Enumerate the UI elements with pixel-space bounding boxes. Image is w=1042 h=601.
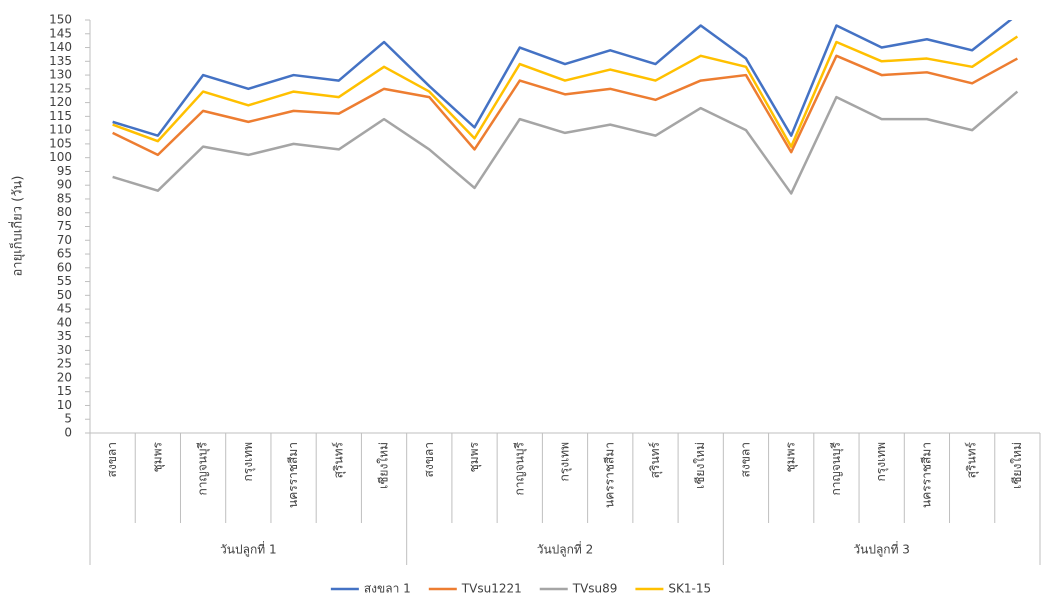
y-tick-label: 55	[57, 274, 72, 288]
x-tick-label: นครราชสีมา	[919, 442, 933, 508]
x-tick-label: นครราชสีมา	[603, 442, 617, 508]
y-tick-label: 60	[57, 260, 72, 274]
y-tick-label: 120	[49, 95, 72, 109]
y-tick-label: 100	[49, 150, 72, 164]
series-line	[112, 90, 1019, 195]
x-tick-label: สงขลา	[422, 442, 436, 477]
x-tick-label: เชียงใหม่	[693, 442, 707, 489]
x-tick-label: กรุงเทพ	[558, 442, 573, 482]
y-tick-label: 40	[57, 315, 72, 329]
y-tick-label: 85	[57, 191, 72, 205]
legend-item: SK1-15	[635, 582, 711, 596]
y-axis-label: อายุเก็บเกี่ยว (วัน)	[8, 176, 26, 277]
legend-label: SK1-15	[668, 582, 711, 596]
y-tick-label: 145	[49, 26, 72, 40]
y-tick-label: 140	[49, 40, 72, 54]
y-tick-label: 110	[49, 123, 72, 137]
x-tick-label: กาญจนบุรี	[512, 441, 527, 495]
y-tick-label: 45	[57, 302, 72, 316]
y-tick-label: 15	[57, 384, 72, 398]
legend-label: TVsu1221	[461, 582, 522, 596]
y-tick-label: 125	[49, 81, 72, 95]
x-tick-label: ชุมพร	[467, 441, 482, 472]
x-tick-label: เชียงใหม่	[377, 442, 391, 489]
x-tick-label: สุรินทร์	[648, 441, 663, 478]
y-tick-label: 95	[57, 164, 72, 178]
legend-label: TVsu89	[572, 582, 618, 596]
x-tick-label: กาญจนบุรี	[829, 441, 844, 495]
y-tick-label: 0	[64, 426, 72, 440]
y-tick-label: 30	[57, 343, 72, 357]
y-tick-label: 90	[57, 178, 72, 192]
group-label: วันปลูกที่ 2	[537, 541, 594, 558]
y-tick-label: 150	[49, 13, 72, 27]
y-tick-label: 70	[57, 233, 72, 247]
series-line	[112, 35, 1019, 148]
legend-item: TVsu1221	[428, 582, 522, 596]
legend-label: สงขลา 1	[364, 582, 411, 596]
y-tick-label: 50	[57, 288, 72, 302]
y-tick-label: 20	[57, 370, 72, 384]
group-label: วันปลูกที่ 3	[853, 541, 910, 558]
x-tick-label: ชุมพร	[784, 441, 799, 472]
y-tick-label: 25	[57, 357, 72, 371]
x-tick-label: สุรินทร์	[965, 441, 980, 478]
y-tick-label: 135	[49, 54, 72, 68]
y-tick-label: 35	[57, 329, 72, 343]
y-tick-label: 105	[49, 136, 72, 150]
x-tick-label: นครราชสีมา	[286, 442, 300, 508]
x-tick-label: สงขลา	[105, 442, 119, 477]
y-tick-label: 80	[57, 205, 72, 219]
y-tick-label: 10	[57, 398, 72, 412]
group-label: วันปลูกที่ 1	[220, 541, 277, 558]
x-tick-label: สงขลา	[738, 442, 752, 477]
legend-item: สงขลา 1	[330, 582, 411, 596]
y-tick-label: 115	[49, 109, 72, 123]
x-tick-label: กรุงเทพ	[241, 442, 256, 482]
legend-item: TVsu89	[539, 582, 618, 596]
y-tick-label: 65	[57, 247, 72, 261]
plot-area	[112, 20, 1019, 195]
series-line	[112, 20, 1013, 137]
y-tick-label: 130	[49, 68, 72, 82]
y-tick-label: 75	[57, 219, 72, 233]
x-tick-label: กาญจนบุรี	[196, 441, 211, 495]
x-tick-label: เชียงใหม่	[1010, 442, 1024, 489]
y-tick-label: 5	[64, 412, 72, 426]
x-tick-label: ชุมพร	[150, 441, 165, 472]
x-tick-label: กรุงเทพ	[874, 442, 889, 482]
x-tick-label: สุรินทร์	[331, 441, 346, 478]
series-line	[112, 54, 1018, 157]
